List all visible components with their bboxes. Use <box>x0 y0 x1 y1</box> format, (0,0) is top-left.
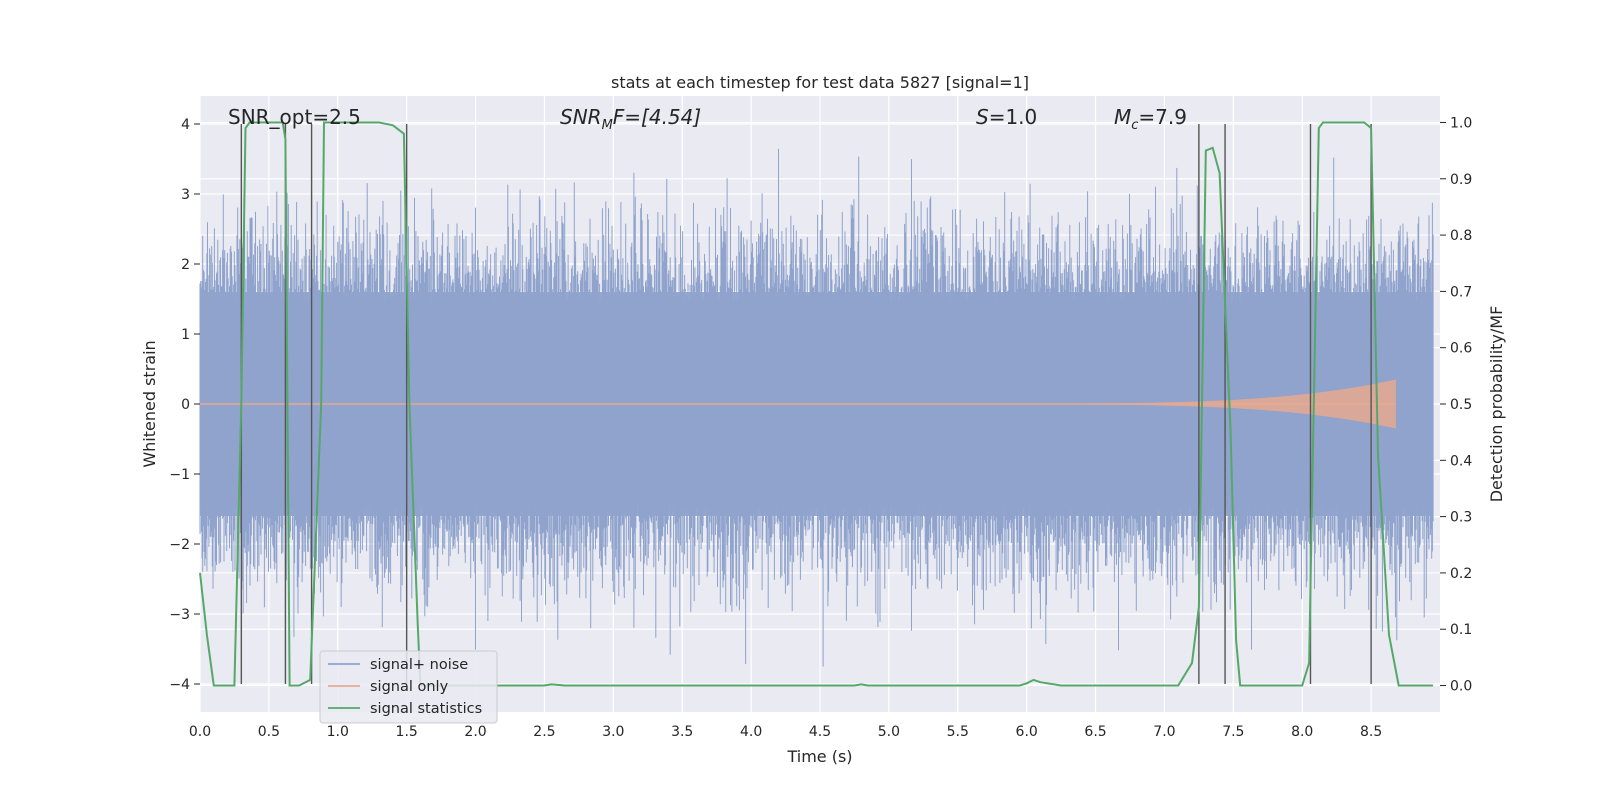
y-tick-label-left: 1 <box>181 327 190 343</box>
y-tick-label-right: 1.0 <box>1450 115 1472 131</box>
x-axis-label: Time (s) <box>786 747 852 766</box>
chart-title: stats at each timestep for test data 582… <box>611 73 1029 92</box>
y-tick-label-left: 3 <box>181 187 190 203</box>
y-tick-label-right: 0.4 <box>1450 453 1472 469</box>
x-tick-label: 3.0 <box>602 724 624 740</box>
legend-label-statistics: signal statistics <box>370 701 482 717</box>
annotation-snr-opt: SNR_opt=2.5 <box>228 105 361 129</box>
x-axis-ticks: 0.0 0.5 1.0 1.5 2.0 2.5 3.0 3.5 4.0 4.5 5.0 5.5 6.0 6… <box>189 724 1382 740</box>
x-tick-label: 2.0 <box>464 724 486 740</box>
y-axis-left-ticks: 4 3 2 1 0 −1 −2 −3 −4 <box>169 117 200 693</box>
y-tick-label-right: 0.0 <box>1450 679 1472 695</box>
x-tick-label: 1.0 <box>327 724 349 740</box>
annotation-snr-mf: SNRMF=[4.54] <box>560 105 701 133</box>
y-tick-label-left: 2 <box>181 257 190 273</box>
annotation-mc-rest: =7.9 <box>1138 105 1187 129</box>
annotation-s-rest: =1.0 <box>989 105 1038 129</box>
statistic-series <box>199 121 1434 687</box>
x-tick-label: 7.5 <box>1222 724 1244 740</box>
y-tick-label-right: 0.2 <box>1450 566 1472 582</box>
legend-box <box>319 650 498 724</box>
y-tick-label-right: 0.1 <box>1450 622 1472 638</box>
y-tick-label-left: −1 <box>169 467 190 483</box>
x-tick-label: 7.0 <box>1153 724 1175 740</box>
x-tick-label: 0.0 <box>189 724 211 740</box>
y-axis-right-label: Detection probability/MF <box>1487 306 1506 503</box>
annotation-snr-mf-rest: F=[4.54] <box>613 105 701 129</box>
annotation-s: S=1.0 <box>976 105 1037 129</box>
x-tick-label: 8.0 <box>1291 724 1313 740</box>
x-tick-label: 6.0 <box>1016 724 1038 740</box>
y-tick-label-right: 0.8 <box>1450 228 1472 244</box>
legend: signal+ noise signal only signal statist… <box>319 650 498 724</box>
x-tick-label: 8.5 <box>1360 724 1382 740</box>
y-tick-label-right: 0.9 <box>1450 172 1472 188</box>
y-tick-label-right: 0.6 <box>1450 341 1472 357</box>
x-tick-label: 2.5 <box>533 724 555 740</box>
y-tick-label-left: −3 <box>169 607 190 623</box>
annotation-snr-mf-main: SNR <box>560 105 602 129</box>
x-tick-label: 4.0 <box>740 724 762 740</box>
y-tick-label-right: 0.5 <box>1450 397 1472 413</box>
y-tick-label-right: 0.3 <box>1450 510 1472 526</box>
y-axis-right-ticks: 1.0 0.9 0.8 0.7 0.6 0.5 0.4 0.3 0.2 0.1 0.0 <box>1440 115 1472 695</box>
legend-label-signal: signal only <box>370 679 449 695</box>
signal-series <box>200 379 1396 429</box>
annotation-s-main: S <box>976 105 989 129</box>
x-tick-label: 3.5 <box>671 724 693 740</box>
y-axis-left-label: Whitened strain <box>140 340 159 467</box>
y-tick-label-left: 0 <box>181 397 190 413</box>
annotation-mc-sub: c <box>1131 118 1138 133</box>
x-tick-label: 1.5 <box>396 724 418 740</box>
annotation-mc-main: M <box>1114 105 1131 129</box>
noise-trace <box>199 148 1434 667</box>
y-tick-label-left: −2 <box>169 537 190 553</box>
statistic-line <box>199 121 1434 687</box>
legend-label-noise: signal+ noise <box>370 657 468 673</box>
annotation-snr-mf-sub: M <box>602 118 613 133</box>
x-tick-label: 4.5 <box>809 724 831 740</box>
x-tick-label: 6.5 <box>1084 724 1106 740</box>
x-tick-label: 0.5 <box>258 724 280 740</box>
x-tick-label: 5.0 <box>878 724 900 740</box>
y-tick-label-left: −4 <box>169 677 190 693</box>
y-tick-label-right: 0.7 <box>1450 284 1472 300</box>
y-tick-label-left: 4 <box>181 117 190 133</box>
annotation-mc: Mc=7.9 <box>1114 105 1187 133</box>
x-tick-label: 5.5 <box>947 724 969 740</box>
